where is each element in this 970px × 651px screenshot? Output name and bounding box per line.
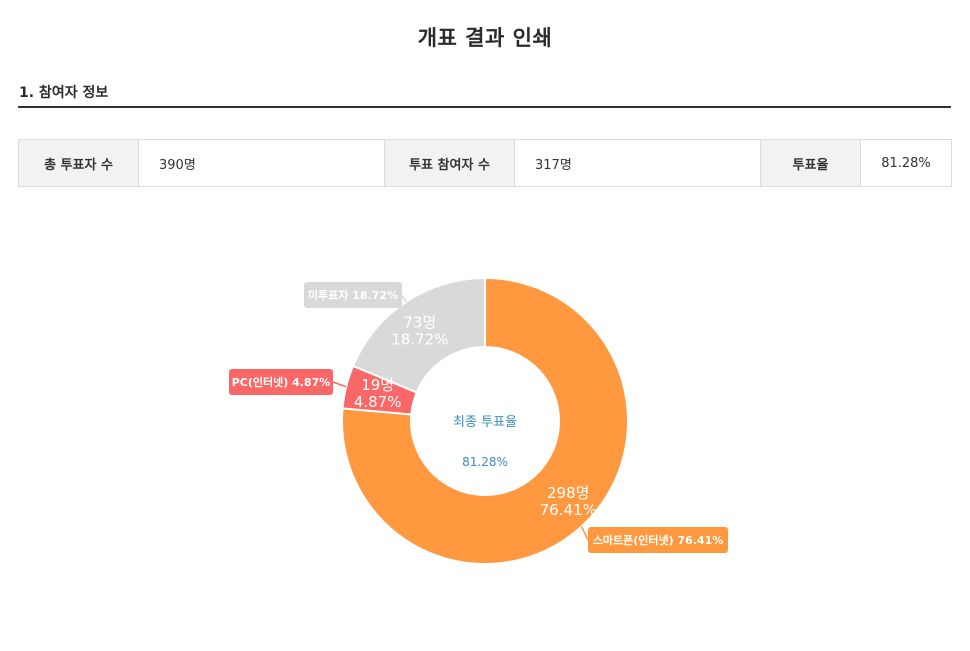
slice-percent-label: 18.72% bbox=[391, 331, 448, 349]
section-divider bbox=[18, 106, 951, 108]
table-row: 총 투표자 수 390명 투표 참여자 수 317명 투표율 81.28% bbox=[18, 139, 952, 187]
callout-line bbox=[332, 381, 347, 388]
turnout-label: 투표율 bbox=[760, 139, 861, 187]
slice-count-label: 19명 bbox=[361, 376, 394, 394]
legend-callout-text: 미투표자 18.72% bbox=[308, 288, 398, 302]
callout-line bbox=[401, 294, 407, 303]
page-title: 개표 결과 인쇄 bbox=[417, 26, 553, 50]
total-voters-value: 390명 bbox=[138, 139, 385, 187]
donut-slice bbox=[341, 276, 629, 565]
turnout-value: 81.28% bbox=[860, 139, 952, 187]
legend-callout-box bbox=[304, 282, 402, 308]
legend-callout-box bbox=[588, 527, 728, 553]
participants-label: 투표 참여자 수 bbox=[384, 139, 515, 187]
legend-callout-text: PC(인터넷) 4.87% bbox=[232, 375, 331, 389]
section-title: 1. 참여자 정보 bbox=[19, 85, 109, 101]
total-voters-label: 총 투표자 수 bbox=[18, 139, 139, 187]
legend-callout-box bbox=[229, 369, 333, 395]
participants-value: 317명 bbox=[514, 139, 761, 187]
center-value: 81.28% bbox=[462, 455, 508, 469]
slice-percent-label: 76.41% bbox=[540, 501, 597, 519]
donut-slice bbox=[341, 364, 418, 416]
legend-callout-text: 스마트폰(인터넷) 76.41% bbox=[593, 533, 724, 547]
center-title: 최종 투표율 bbox=[453, 415, 517, 430]
participant-summary-table: 총 투표자 수 390명 투표 참여자 수 317명 투표율 81.28% bbox=[18, 139, 952, 187]
callout-line bbox=[580, 526, 589, 541]
slice-percent-label: 4.87% bbox=[354, 393, 402, 411]
slice-count-label: 73명 bbox=[403, 314, 436, 332]
slice-count-label: 298명 bbox=[547, 484, 589, 502]
